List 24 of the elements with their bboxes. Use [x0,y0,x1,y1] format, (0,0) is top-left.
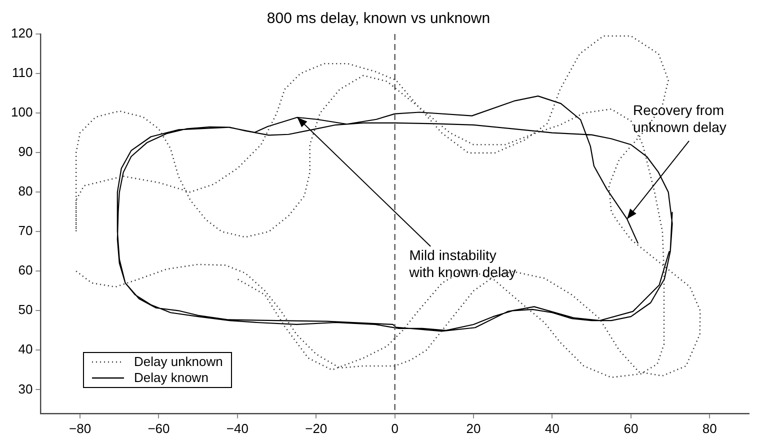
y-tick-label: 30 [18,381,33,396]
x-tick-label: 60 [624,420,638,436]
y-tick-label: 120 [10,26,33,41]
x-tick-label: −60 [148,420,170,436]
x-tick-label: 0 [391,420,398,436]
x-tick-label: −20 [305,420,328,436]
annotation: Recovery from unknown delay [633,102,726,135]
x-tick-label: 40 [545,420,560,436]
y-tick-label: 110 [12,65,33,80]
chart-title: 800 ms delay, known vs unknown [266,10,490,28]
y-tick-label: 60 [18,262,33,278]
x-tick-label: 80 [702,420,717,436]
y-tick-label: 40 [18,342,33,357]
legend-label: Delay known [134,370,208,386]
x-tick-label: −40 [226,420,248,436]
y-tick-label: 70 [18,223,33,238]
y-tick-label: 80 [18,184,33,199]
y-tick-label: 90 [18,144,33,160]
y-tick-label: 50 [18,302,33,318]
legend-label: Delay unknown [134,354,223,370]
x-tick-label: 20 [466,420,481,436]
y-tick-label: 100 [10,104,33,120]
annotation: Mild instability with known delay [408,247,516,280]
x-tick-label: −80 [69,420,92,436]
